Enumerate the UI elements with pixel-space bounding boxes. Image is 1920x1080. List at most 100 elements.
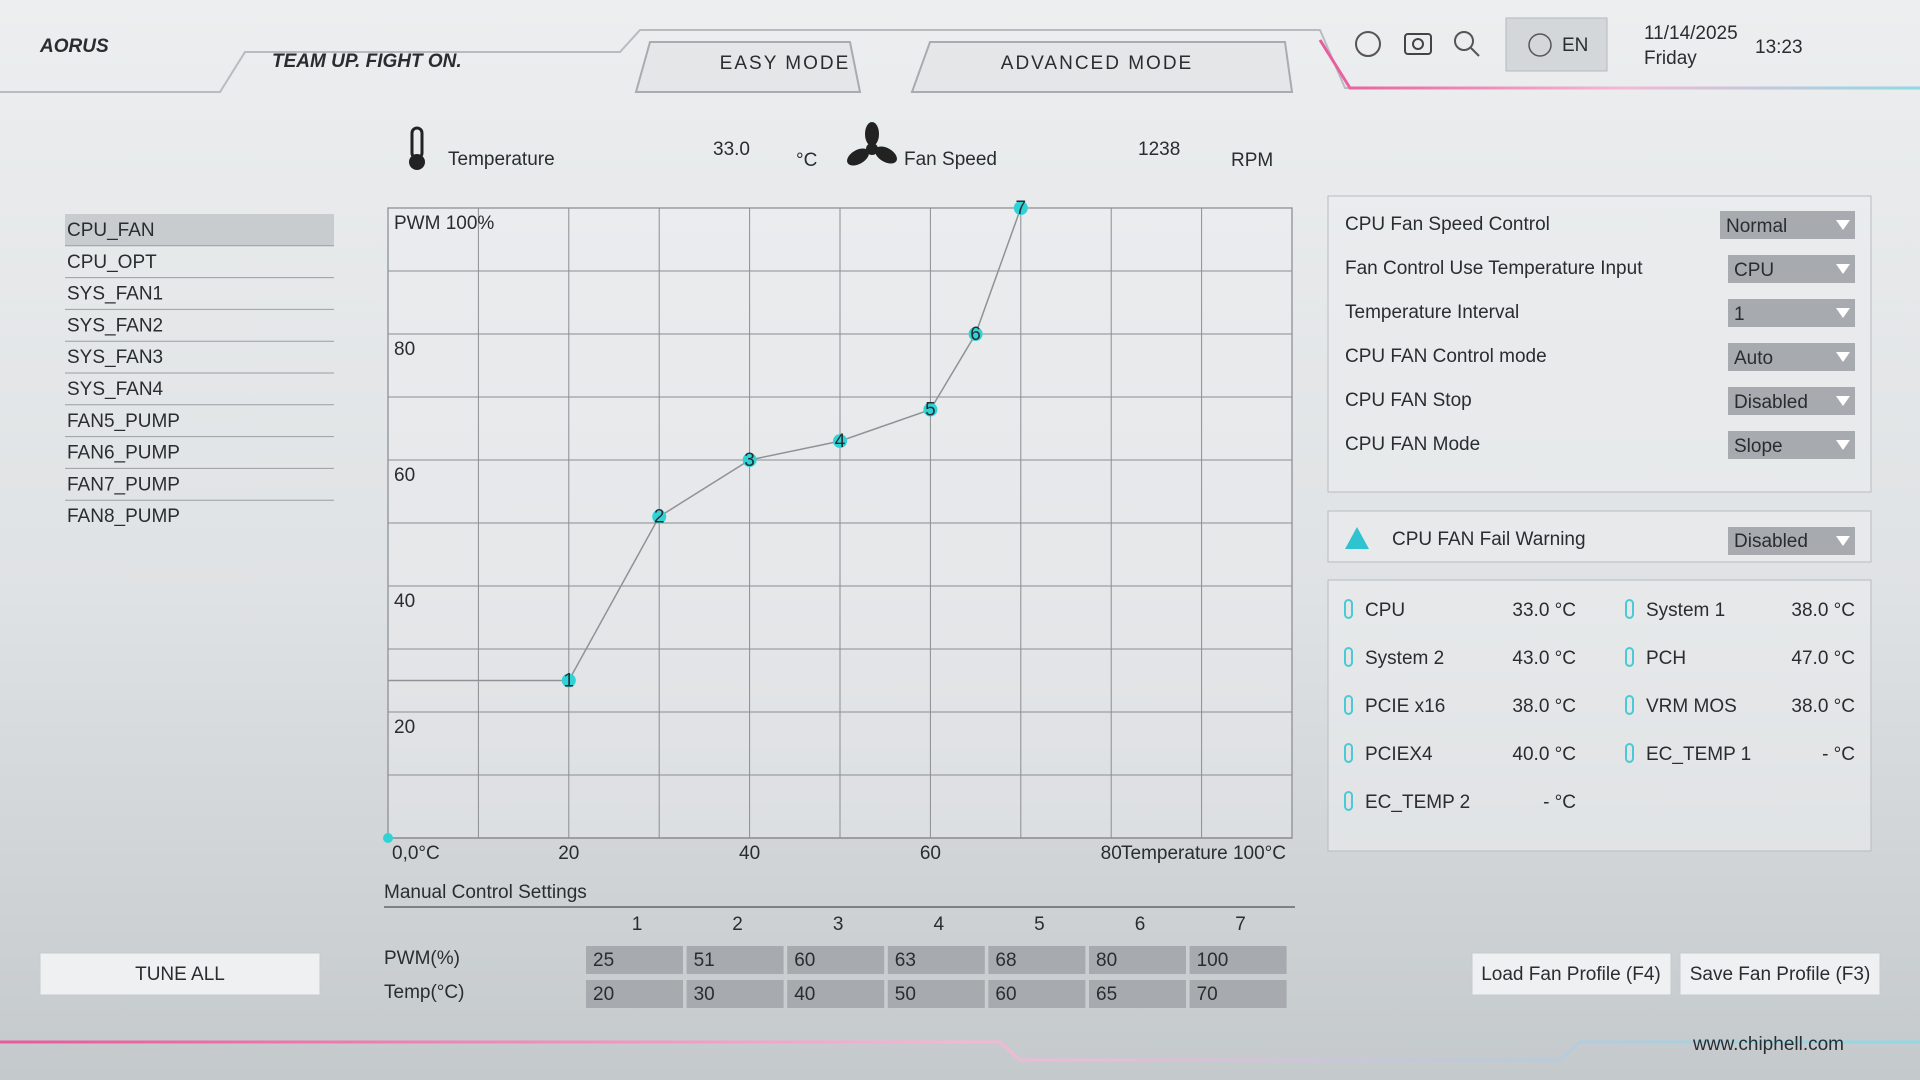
fan-item[interactable]: CPU_OPT: [67, 252, 157, 273]
input-cell[interactable]: [887, 946, 985, 974]
pwm-cell[interactable]: 80: [1096, 950, 1117, 971]
dropdown[interactable]: [1728, 343, 1855, 371]
dropdown[interactable]: [1728, 431, 1855, 459]
sensor-value: 38.0 °C: [1512, 696, 1576, 717]
y-tick-label: PWM 100%: [394, 213, 494, 234]
language-button[interactable]: [1505, 17, 1608, 72]
load-profile-button[interactable]: [1471, 952, 1672, 996]
fan-item[interactable]: FAN7_PUMP: [67, 474, 180, 495]
dropdown[interactable]: [1728, 255, 1855, 283]
x-tick-label: 80: [1101, 843, 1122, 864]
fan-item[interactable]: SYS_FAN1: [67, 284, 163, 305]
tab[interactable]: ADVANCED MODE: [1001, 53, 1193, 74]
tune-all-button[interactable]: [39, 952, 321, 996]
input-cell[interactable]: [686, 980, 784, 1008]
temp-cell[interactable]: 20: [593, 984, 614, 1005]
temp-cell[interactable]: 65: [1096, 984, 1117, 1005]
tab-frame[interactable]: [634, 41, 862, 93]
input-cell[interactable]: [988, 946, 1086, 974]
curve-point[interactable]: [923, 402, 938, 417]
curve-point[interactable]: [652, 509, 667, 524]
input-cell[interactable]: [787, 980, 885, 1008]
x-tick-label: 0,0°C: [392, 843, 440, 864]
temp-cell[interactable]: 60: [995, 984, 1016, 1005]
temp-cell[interactable]: 30: [694, 984, 715, 1005]
dropdown[interactable]: [1720, 211, 1855, 239]
fan-speed-value: 1238: [1138, 139, 1180, 160]
fan-item[interactable]: SYS_FAN4: [67, 379, 164, 400]
fan-item[interactable]: SYS_FAN2: [67, 315, 163, 336]
save-profile-label[interactable]: Save Fan Profile (F3): [1690, 964, 1871, 985]
curve-point[interactable]: [968, 327, 983, 341]
pwm-cell[interactable]: 100: [1197, 950, 1229, 971]
dropdown-value[interactable]: Slope: [1734, 436, 1783, 457]
sensor-name: PCIEX4: [1365, 744, 1433, 765]
pwm-cell[interactable]: 25: [593, 950, 614, 971]
fan-item[interactable]: CPU_FAN: [67, 220, 155, 241]
fan-item[interactable]: FAN5_PUMP: [67, 411, 180, 432]
screenshot-icon[interactable]: [1404, 33, 1432, 55]
dropdown-arrow: [1836, 396, 1850, 406]
pwm-cell[interactable]: 68: [995, 950, 1016, 971]
sensor-value: 38.0 °C: [1791, 600, 1855, 621]
pwm-cell[interactable]: 63: [895, 950, 916, 971]
header-frame: [0, 29, 1920, 93]
tab[interactable]: EASY MODE: [720, 53, 851, 74]
curve-point[interactable]: [561, 673, 576, 688]
curve-point[interactable]: [742, 453, 757, 467]
dropdown[interactable]: [1728, 299, 1855, 327]
input-cell[interactable]: [1189, 980, 1287, 1008]
input-cell[interactable]: [686, 946, 784, 974]
sensor-icon: [1625, 647, 1634, 667]
dropdown-value[interactable]: Disabled: [1734, 392, 1808, 413]
input-cell[interactable]: [988, 980, 1086, 1008]
input-cell[interactable]: [586, 946, 683, 974]
save-profile-button[interactable]: [1679, 952, 1881, 996]
fan-item[interactable]: FAN8_PUMP: [67, 506, 180, 527]
input-cell[interactable]: [1089, 980, 1186, 1008]
load-profile-label[interactable]: Load Fan Profile (F4): [1481, 964, 1661, 985]
curve-point[interactable]: [833, 434, 847, 449]
setting-label: CPU FAN Stop: [1345, 390, 1472, 411]
search-icon[interactable]: [1454, 31, 1474, 51]
dropdown-value[interactable]: Disabled: [1734, 531, 1808, 552]
dropdown-value[interactable]: CPU: [1734, 260, 1774, 281]
sensor-icon: [1344, 791, 1353, 811]
pwm-cell[interactable]: 60: [794, 950, 815, 971]
curve-point[interactable]: [1013, 201, 1028, 215]
dropdown[interactable]: [1728, 527, 1855, 555]
dropdown-value[interactable]: Auto: [1734, 348, 1773, 369]
dropdown[interactable]: [1728, 387, 1855, 415]
origin-point: [383, 833, 393, 843]
temp-cell[interactable]: 40: [794, 984, 815, 1005]
column-header: 7: [1235, 914, 1246, 935]
tune-all-label[interactable]: TUNE ALL: [135, 964, 225, 985]
input-cell[interactable]: [1189, 946, 1287, 974]
setting-label: Temperature Interval: [1345, 302, 1519, 323]
sensor-value: 38.0 °C: [1791, 696, 1855, 717]
language[interactable]: EN: [1562, 35, 1588, 56]
input-cell[interactable]: [1089, 946, 1186, 974]
input-cell[interactable]: [887, 980, 985, 1008]
date: 11/14/2025: [1644, 23, 1738, 44]
dropdown-value[interactable]: 1: [1734, 304, 1745, 325]
tab-frame[interactable]: [910, 41, 1294, 93]
input-cell[interactable]: [787, 946, 885, 974]
sensor-icon: [1344, 647, 1353, 667]
sensor-value: 43.0 °C: [1512, 648, 1576, 669]
setting-label: CPU FAN Mode: [1345, 434, 1480, 455]
help-icon[interactable]: [1355, 31, 1381, 57]
sensor-name: EC_TEMP 2: [1365, 792, 1470, 813]
temp-cell[interactable]: 70: [1197, 984, 1218, 1005]
dropdown-value[interactable]: Normal: [1726, 216, 1787, 237]
temp-cell[interactable]: 50: [895, 984, 916, 1005]
y-tick-label: 80: [394, 339, 415, 360]
footer-accent: [0, 1040, 1920, 1062]
y-tick-label: 20: [394, 717, 415, 738]
fan-item[interactable]: FAN6_PUMP: [67, 443, 180, 464]
sensor-value: - °C: [1543, 792, 1576, 813]
input-cell[interactable]: [586, 980, 683, 1008]
sensor-value: 47.0 °C: [1791, 648, 1855, 669]
fan-item[interactable]: SYS_FAN3: [67, 347, 163, 368]
pwm-cell[interactable]: 51: [694, 950, 715, 971]
